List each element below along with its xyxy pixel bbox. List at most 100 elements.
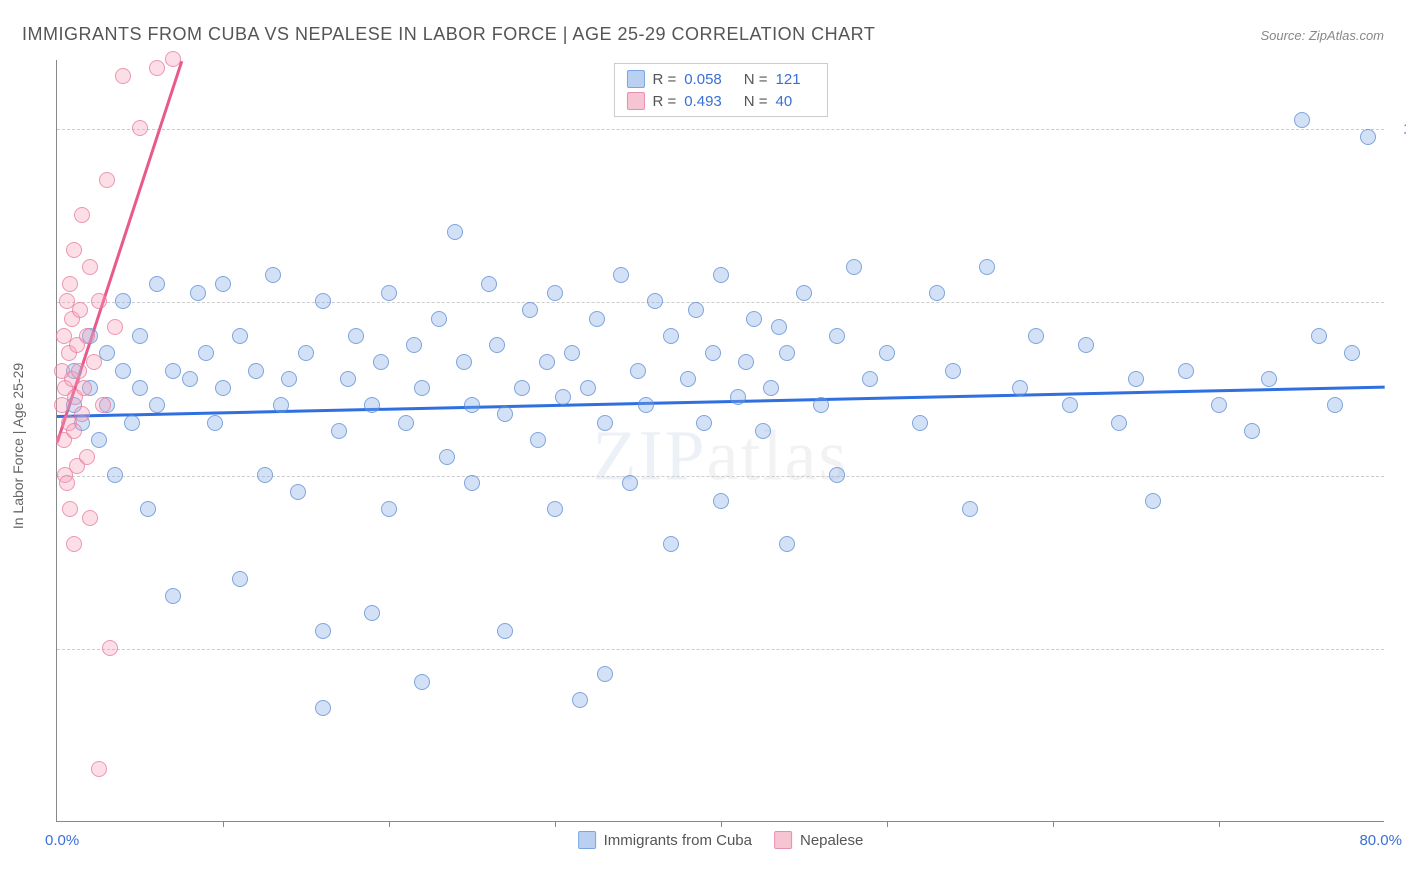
x-tick (555, 821, 556, 827)
data-point (705, 345, 721, 361)
data-point (945, 363, 961, 379)
data-point (1261, 371, 1277, 387)
legend-stats-row: R = 0.058N = 121 (626, 68, 814, 90)
trend-line (57, 386, 1385, 418)
data-point (381, 285, 397, 301)
data-point (115, 68, 131, 84)
data-point (547, 501, 563, 517)
data-point (79, 449, 95, 465)
data-point (1062, 397, 1078, 413)
data-point (647, 293, 663, 309)
data-point (406, 337, 422, 353)
data-point (115, 363, 131, 379)
data-point (622, 475, 638, 491)
data-point (514, 380, 530, 396)
data-point (95, 397, 111, 413)
data-point (79, 328, 95, 344)
data-point (779, 536, 795, 552)
data-point (59, 475, 75, 491)
x-tick (887, 821, 888, 827)
source-label: Source: ZipAtlas.com (1260, 28, 1384, 43)
y-tick-label: 80.0% (1394, 467, 1406, 484)
data-point (456, 354, 472, 370)
data-point (663, 536, 679, 552)
data-point (663, 328, 679, 344)
y-tick-label: 100.0% (1394, 121, 1406, 138)
x-tick (721, 821, 722, 827)
data-point (431, 311, 447, 327)
y-tick-label: 70.0% (1394, 640, 1406, 657)
data-point (72, 302, 88, 318)
r-label: R = (652, 71, 676, 88)
data-point (1244, 423, 1260, 439)
data-point (929, 285, 945, 301)
data-point (91, 761, 107, 777)
data-point (680, 371, 696, 387)
data-point (364, 605, 380, 621)
n-value: 121 (776, 71, 801, 88)
data-point (1344, 345, 1360, 361)
data-point (82, 259, 98, 275)
data-point (1211, 397, 1227, 413)
data-point (71, 363, 87, 379)
legend-swatch (578, 831, 596, 849)
data-point (497, 406, 513, 422)
data-point (962, 501, 978, 517)
data-point (414, 674, 430, 690)
data-point (132, 328, 148, 344)
data-point (107, 467, 123, 483)
data-point (132, 380, 148, 396)
data-point (91, 432, 107, 448)
data-point (696, 415, 712, 431)
data-point (66, 423, 82, 439)
legend-label: Nepalese (800, 832, 863, 849)
data-point (713, 493, 729, 509)
data-point (190, 285, 206, 301)
gridline-horizontal (57, 129, 1384, 130)
data-point (182, 371, 198, 387)
data-point (829, 467, 845, 483)
data-point (713, 267, 729, 283)
n-label: N = (744, 71, 768, 88)
data-point (489, 337, 505, 353)
data-point (149, 276, 165, 292)
data-point (771, 319, 787, 335)
data-point (813, 397, 829, 413)
plot-area: ZIPatlas R = 0.058N = 121R = 0.493N = 40… (56, 60, 1384, 822)
data-point (1028, 328, 1044, 344)
data-point (638, 397, 654, 413)
data-point (564, 345, 580, 361)
data-point (331, 423, 347, 439)
data-point (265, 267, 281, 283)
data-point (464, 475, 480, 491)
data-point (281, 371, 297, 387)
data-point (1111, 415, 1127, 431)
data-point (447, 224, 463, 240)
data-point (912, 415, 928, 431)
data-point (82, 510, 98, 526)
data-point (1012, 380, 1028, 396)
data-point (76, 380, 92, 396)
legend-series: Immigrants from CubaNepalese (578, 831, 864, 849)
data-point (62, 276, 78, 292)
x-axis-min-label: 0.0% (45, 832, 79, 849)
data-point (62, 501, 78, 517)
data-point (414, 380, 430, 396)
data-point (373, 354, 389, 370)
data-point (630, 363, 646, 379)
data-point (315, 293, 331, 309)
data-point (398, 415, 414, 431)
data-point (755, 423, 771, 439)
data-point (1078, 337, 1094, 353)
data-point (862, 371, 878, 387)
data-point (348, 328, 364, 344)
data-point (364, 397, 380, 413)
data-point (481, 276, 497, 292)
data-point (879, 345, 895, 361)
data-point (730, 389, 746, 405)
r-value: 0.493 (684, 93, 722, 110)
data-point (796, 285, 812, 301)
data-point (1327, 397, 1343, 413)
data-point (74, 406, 90, 422)
x-tick (389, 821, 390, 827)
